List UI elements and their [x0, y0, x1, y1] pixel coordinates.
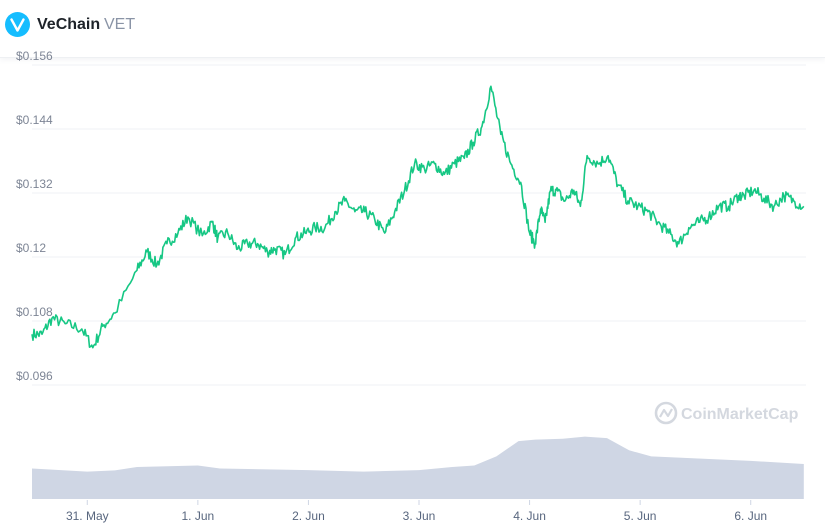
y-tick-label: $0.108 — [16, 305, 53, 319]
coinmarketcap-watermark: CoinMarketCap — [654, 401, 799, 425]
coin-header: VeChain VET — [0, 0, 825, 58]
price-line-group — [31, 85, 805, 349]
x-tick-label: 4. Jun — [513, 509, 546, 523]
watermark-text: CoinMarketCap — [681, 406, 799, 423]
x-tick-label: 2. Jun — [292, 509, 325, 523]
x-tick-label: 6. Jun — [734, 509, 767, 523]
grid-lines — [32, 64, 806, 386]
y-tick-label: $0.096 — [16, 369, 53, 383]
coin-symbol: VET — [104, 16, 136, 33]
y-tick-label: $0.144 — [16, 113, 53, 127]
x-tick-label: 5. Jun — [624, 509, 657, 523]
x-tick-label: 1. Jun — [182, 509, 215, 523]
coinmarketcap-logo-icon — [654, 401, 678, 425]
vechain-logo-icon — [5, 12, 30, 37]
volume-area-group — [32, 436, 804, 499]
y-tick-label: $0.156 — [16, 49, 53, 63]
y-tick-label: $0.132 — [16, 177, 53, 191]
x-tick-label: 31. May — [66, 509, 109, 523]
price-line — [31, 85, 805, 349]
x-tick-label: 3. Jun — [403, 509, 436, 523]
coin-name: VeChain — [37, 16, 101, 33]
volume-area — [32, 436, 804, 499]
y-axis: $0.096 $0.108 $0.12 $0.132 $0.144 $0.156 — [16, 49, 53, 383]
y-tick-label: $0.12 — [16, 241, 46, 255]
x-axis: 31. May 1. Jun 2. Jun 3. Jun 4. Jun 5. Jun 6. … — [66, 500, 767, 523]
